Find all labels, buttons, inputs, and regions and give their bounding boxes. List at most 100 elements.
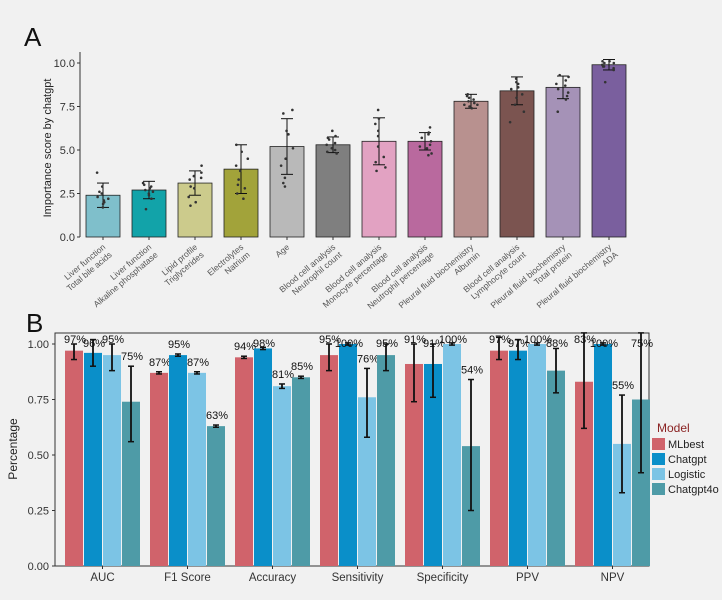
panel-a-y-tick-label: 10.0: [54, 58, 75, 70]
panel-a-data-point: [143, 188, 147, 192]
panel-a-data-point: [325, 150, 329, 154]
panel-a-data-point: [603, 80, 607, 84]
panel-a-data-point: [282, 181, 285, 185]
panel-b-y-tick-label: 0.25: [28, 506, 49, 518]
panel-a-data-point: [473, 101, 476, 105]
panel-a-data-point: [291, 108, 294, 112]
panel-b-bar: [358, 397, 376, 566]
panel-b-data-label: 87%: [149, 357, 171, 369]
panel-a-data-point: [476, 103, 479, 107]
panel-a-data-point: [558, 73, 562, 77]
panel-a-data-point: [374, 122, 377, 126]
panel-b-data-label: 95%: [319, 334, 341, 346]
panel-a-data-point: [377, 117, 381, 120]
panel-a-data-point: [151, 190, 155, 194]
panel-a-data-point: [200, 164, 203, 167]
panel-a-data-point: [192, 186, 196, 190]
legend: Model MLbest Chatgpt Logistic Chatgpt4o: [652, 421, 719, 496]
panel-a-data-point: [382, 155, 386, 159]
panel-a-data-point: [556, 87, 560, 91]
panel-b-bar: [103, 355, 121, 566]
panel-a-data-point: [600, 63, 604, 67]
panel-b-data-label: 97%: [489, 334, 511, 346]
panel-b-data-label: 63%: [206, 410, 228, 422]
panel-b-bar: [150, 372, 168, 566]
panel-a-data-point: [100, 185, 104, 188]
panel-a-data-point: [279, 164, 283, 167]
panel-a-data-point: [567, 75, 570, 79]
panel-a-data-point: [188, 178, 191, 181]
panel-a-data-point: [603, 61, 606, 65]
panel-b-bar: [547, 370, 565, 566]
panel-a-data-point: [376, 134, 380, 138]
panel-b-data-label: 94%: [234, 341, 256, 353]
panel-a-data-point: [147, 192, 151, 195]
panel-b-bar: [528, 344, 546, 566]
panel-a-data-point: [466, 93, 470, 96]
panel-b-data-label: 76%: [357, 353, 379, 365]
panel-b-bar: [320, 355, 338, 566]
panel-a-data-point: [375, 169, 378, 173]
panel-b-bar: [273, 386, 291, 566]
panel-a-data-point: [98, 190, 101, 194]
panel-a-data-point: [284, 157, 287, 160]
panel-a-data-point: [237, 178, 240, 181]
panel-b-bar: [594, 344, 612, 566]
panel-a-data-point: [555, 82, 558, 86]
legend-label: Chatgpt4o: [668, 484, 719, 496]
panel-a-data-point: [376, 145, 380, 148]
panel-a-data-point: [194, 200, 198, 204]
panel-a-data-point: [602, 65, 606, 68]
panel-a-data-point: [612, 61, 616, 65]
panel-a-data-point: [327, 138, 331, 141]
legend-swatch: [652, 453, 665, 465]
panel-a-label: A: [24, 22, 42, 52]
panel-a-data-point: [608, 59, 611, 63]
panel-a-data-point: [200, 171, 203, 174]
panel-b-x-tick-label: AUC: [90, 572, 114, 584]
panel-a-y-tick-label: 5.0: [60, 145, 75, 157]
panel-a-y-tick-label: 7.5: [60, 102, 75, 114]
panel-b-data-label: 91%: [404, 334, 426, 346]
panel-a-bar: [407, 140, 443, 238]
legend-swatch: [652, 468, 665, 480]
panel-b-bar: [443, 344, 461, 566]
panel-b-bar: [424, 363, 442, 566]
panel-a-data-point: [331, 129, 334, 133]
panel-a-y-axis-title: Importance score by chatgpt: [42, 79, 54, 218]
panel-a-data-point: [149, 185, 153, 188]
legend-title: Model: [657, 421, 690, 435]
panel-a-data-point: [513, 103, 517, 107]
panel-b-data-label: 97%: [64, 334, 86, 346]
panel-b-bar: [405, 363, 423, 566]
panel-b-data-label: 75%: [631, 338, 653, 350]
legend-label: MLbest: [668, 439, 704, 451]
panel-a-data-point: [291, 146, 295, 150]
panel-b-bar: [207, 426, 225, 566]
panel-a-y-tick-label: 2.5: [60, 189, 75, 201]
panel-a-data-point: [187, 195, 191, 199]
panel-a-data-point: [516, 86, 520, 89]
panel-a-bar: [545, 86, 581, 238]
panel-a-data-point: [467, 99, 470, 103]
panel-a-data-point: [509, 87, 513, 91]
panel-a-data-point: [428, 143, 432, 147]
panel-a-x-tick-label-line1: Age: [273, 242, 291, 260]
panel-a-data-point: [102, 200, 106, 204]
panel-b-data-label: 83%: [574, 334, 596, 346]
panel-b-data-label: 97%: [508, 338, 530, 350]
panel-a-data-point: [199, 176, 203, 180]
panel-a-x-tick-label: Lipid profileTriglycerides: [156, 242, 206, 288]
panel-a-data-point: [470, 106, 474, 110]
legend-label: Chatgpt: [668, 454, 707, 466]
panel-a-x-tick-label: Age: [273, 242, 291, 260]
panel-b-bar: [188, 372, 206, 566]
panel-b-x-tick-label: PPV: [516, 572, 539, 584]
panel-a-data-point: [144, 207, 148, 211]
panel-a-data-point: [472, 98, 475, 101]
panel-b-data-label: 54%: [461, 365, 483, 377]
panel-b-data-label: 96%: [83, 338, 105, 350]
panel-a-data-point: [427, 133, 430, 136]
